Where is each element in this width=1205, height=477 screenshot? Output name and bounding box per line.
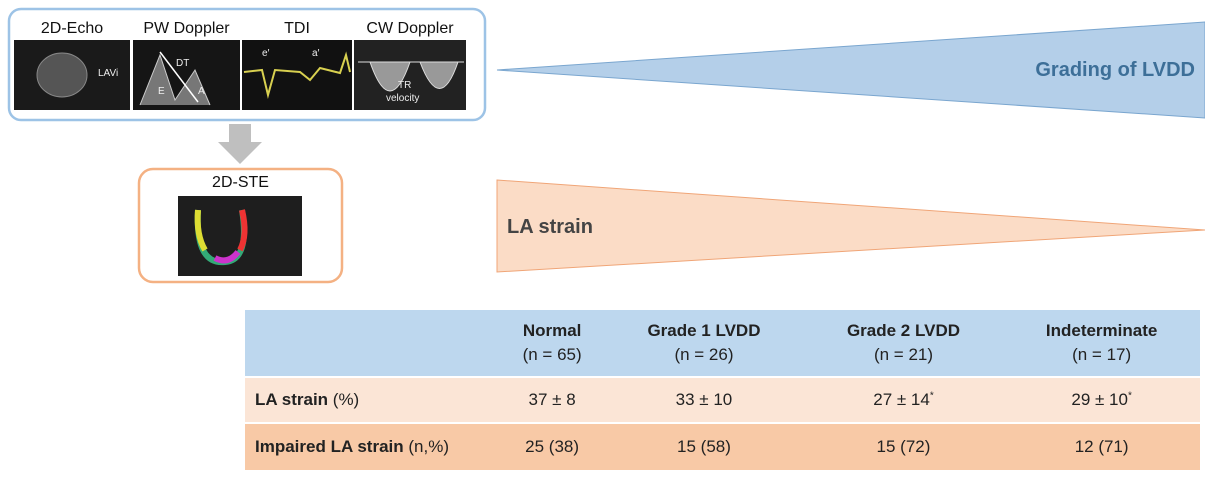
ste-image bbox=[194, 209, 208, 252]
cell-value: 12 (71) bbox=[1074, 437, 1129, 456]
annotation: velocity bbox=[386, 93, 420, 104]
tdi-image bbox=[243, 51, 351, 99]
row-unit: (n,%) bbox=[408, 437, 449, 456]
cell-value: 29 ± 10 bbox=[1071, 390, 1128, 409]
cell: 29 ± 10* bbox=[1003, 377, 1200, 424]
annotation: a′ bbox=[312, 48, 320, 59]
ste-label: 2D-STE bbox=[212, 174, 269, 191]
row-unit: (%) bbox=[332, 390, 360, 409]
header-cell: Grade 1 LVDD (n = 26) bbox=[604, 310, 804, 378]
cell-value: 25 (38) bbox=[525, 437, 580, 456]
table-row: Impaired LA strain (n,%) 25 (38) 15 (58)… bbox=[245, 423, 1200, 470]
cw-image bbox=[358, 61, 464, 92]
cell: 15 (72) bbox=[803, 423, 1004, 470]
panel-label: PW Doppler bbox=[143, 20, 230, 37]
cell-note: * bbox=[929, 390, 934, 402]
echo-image bbox=[36, 52, 88, 98]
tdi-image bbox=[242, 40, 352, 110]
pw-image bbox=[159, 51, 199, 103]
header-title: Normal bbox=[522, 321, 582, 340]
header-title: Grade 2 LVDD bbox=[846, 321, 961, 340]
panel-label: 2D-Echo bbox=[40, 20, 104, 37]
ste-image bbox=[237, 209, 248, 252]
header-row: Normal (n = 65) Grade 1 LVDD (n = 26) Grad… bbox=[245, 310, 1200, 378]
strain-label: LA strain bbox=[507, 216, 593, 238]
annotation: E bbox=[158, 86, 165, 97]
cell: 15 (58) bbox=[604, 423, 804, 470]
header-n: (n = 26) bbox=[674, 345, 734, 364]
cell: 25 (38) bbox=[500, 423, 605, 470]
panel-label: TDI bbox=[284, 20, 310, 37]
header-cell: Normal (n = 65) bbox=[500, 310, 605, 378]
annotation: e′ bbox=[262, 48, 270, 59]
annotation: DT bbox=[176, 58, 190, 69]
annotation: LAVi bbox=[98, 68, 119, 79]
header-n: (n = 65) bbox=[522, 345, 582, 364]
header-title: Grade 1 LVDD bbox=[647, 321, 761, 340]
table-row: LA strain (%) 37 ± 8 33 ± 10 27 ± 14* 29… bbox=[245, 377, 1200, 424]
cell-note: * bbox=[1127, 390, 1132, 402]
ste-image bbox=[213, 250, 241, 264]
arrow bbox=[218, 124, 262, 164]
cell: 27 ± 14* bbox=[803, 377, 1004, 424]
annotation: A bbox=[198, 86, 205, 97]
row-title: LA strain bbox=[255, 390, 329, 409]
cell-value: 15 (72) bbox=[876, 437, 931, 456]
cell-value: 33 ± 10 bbox=[675, 390, 733, 409]
header-cell: Grade 2 LVDD (n = 21) bbox=[803, 310, 1004, 378]
row-label: LA strain (%) bbox=[245, 377, 500, 424]
header-n: (n = 17) bbox=[1072, 345, 1132, 364]
cell: 33 ± 10 bbox=[604, 377, 804, 424]
panel-label: CW Doppler bbox=[366, 20, 454, 37]
annotation: TR bbox=[398, 80, 412, 91]
row-title: Impaired LA strain bbox=[255, 437, 404, 456]
cell-value: 37 ± 8 bbox=[528, 390, 576, 409]
cell-value: 27 ± 14 bbox=[873, 390, 930, 409]
row-label: Impaired LA strain (n,%) bbox=[245, 423, 500, 470]
header-cell: Indeterminate (n = 17) bbox=[1003, 310, 1200, 378]
pw-image bbox=[139, 53, 211, 106]
results-table: Normal (n = 65) Grade 1 LVDD (n = 26) Grad… bbox=[245, 310, 1200, 470]
cell: 12 (71) bbox=[1003, 423, 1200, 470]
cell: 37 ± 8 bbox=[500, 377, 605, 424]
corner-cell bbox=[245, 310, 500, 378]
cell-value: 15 (58) bbox=[677, 437, 731, 456]
header-n: (n = 21) bbox=[873, 345, 934, 364]
strain-wedge bbox=[496, 179, 1205, 273]
grading-wedge bbox=[496, 21, 1205, 119]
grading-label: Grading of LVDD bbox=[1035, 59, 1195, 81]
header-title: Indeterminate bbox=[1045, 321, 1158, 340]
